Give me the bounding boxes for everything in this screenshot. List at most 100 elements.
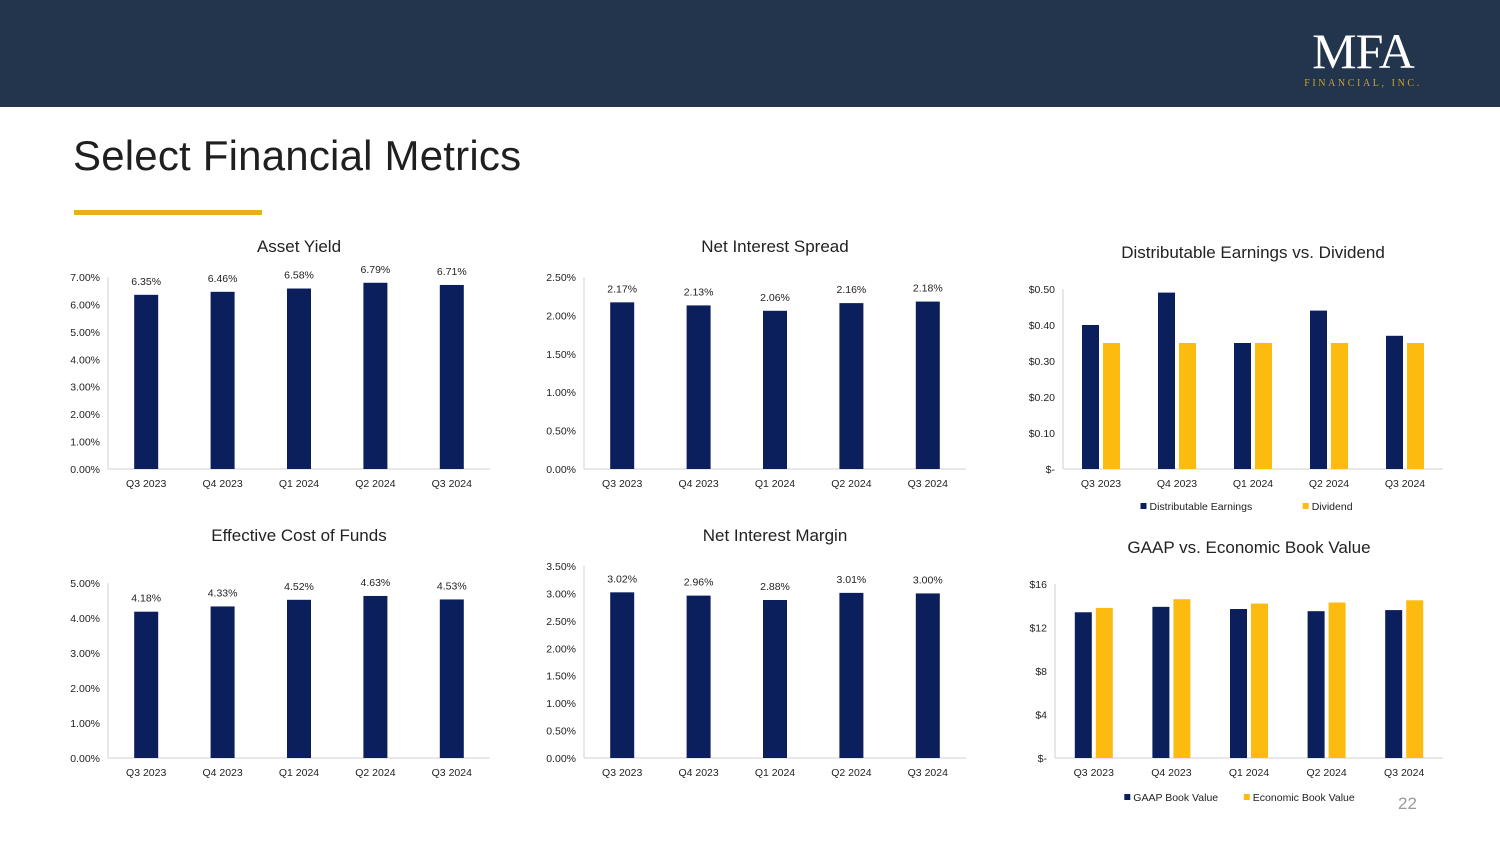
y-tick-label: $0.20 — [1029, 392, 1055, 404]
bar-primary — [1234, 343, 1251, 469]
data-label: 6.79% — [361, 264, 391, 276]
data-label: 2.06% — [760, 292, 790, 304]
y-tick-label: 1.00% — [546, 698, 576, 710]
y-tick-label: 1.50% — [546, 349, 576, 361]
x-tick-label: Q3 2023 — [126, 478, 166, 490]
x-tick-label: Q3 2024 — [1385, 478, 1425, 490]
bar-primary — [1082, 325, 1099, 469]
data-label: 6.35% — [131, 276, 161, 288]
y-tick-label: $0.30 — [1029, 356, 1055, 368]
company-logo: MFA FINANCIAL, INC. — [1298, 26, 1428, 89]
y-tick-label: 0.00% — [546, 753, 576, 765]
data-label: 6.46% — [208, 273, 238, 285]
y-tick-label: 7.00% — [70, 272, 100, 284]
y-tick-label: $0.50 — [1029, 284, 1055, 296]
y-tick-label: 2.00% — [70, 409, 100, 421]
bar-secondary — [1331, 343, 1348, 469]
data-label: 6.58% — [284, 270, 314, 282]
y-tick-label: 1.00% — [70, 718, 100, 730]
bar — [610, 592, 635, 758]
x-tick-label: Q4 2023 — [202, 478, 242, 490]
bar — [915, 593, 940, 758]
y-tick-label: 2.00% — [546, 310, 576, 322]
chart-title: Effective Cost of Funds — [211, 526, 386, 545]
chart-title: Net Interest Margin — [703, 526, 848, 545]
y-tick-label: 0.00% — [546, 464, 576, 476]
y-tick-label: 4.00% — [70, 354, 100, 366]
x-tick-label: Q2 2024 — [831, 767, 871, 779]
bar-secondary — [1173, 599, 1191, 758]
y-tick-label: 1.50% — [546, 671, 576, 683]
y-tick-label: 0.00% — [70, 464, 100, 476]
bar — [439, 599, 464, 758]
bar-secondary — [1406, 600, 1424, 758]
data-label: 4.52% — [284, 581, 314, 593]
y-tick-label: $- — [1038, 753, 1048, 765]
x-tick-label: Q3 2023 — [126, 767, 166, 779]
y-tick-label: 3.00% — [70, 648, 100, 660]
x-tick-label: Q3 2024 — [432, 478, 472, 490]
data-label: 3.01% — [837, 574, 867, 586]
x-tick-label: Q3 2024 — [908, 767, 948, 779]
legend-label: Distributable Earnings — [1150, 501, 1253, 513]
legend-swatch — [1243, 794, 1250, 800]
bar-secondary — [1179, 343, 1196, 469]
bar — [763, 310, 787, 469]
y-tick-label: $0.40 — [1029, 320, 1055, 332]
bar-primary — [1152, 606, 1170, 758]
y-tick-label: 0.50% — [546, 726, 576, 738]
logo-wordmark: MFA — [1312, 23, 1415, 79]
bar — [287, 288, 311, 469]
legend-label: Economic Book Value — [1253, 792, 1355, 804]
legend-label: Dividend — [1312, 501, 1353, 513]
y-tick-label: 0.00% — [70, 753, 100, 765]
y-tick-label: 4.00% — [70, 613, 100, 625]
title-underline — [74, 210, 262, 215]
bar — [763, 600, 787, 758]
x-tick-label: Q3 2024 — [432, 767, 472, 779]
bar — [686, 305, 711, 469]
bar-primary — [1074, 612, 1092, 758]
data-label: 6.71% — [437, 266, 467, 278]
x-tick-label: Q4 2023 — [678, 767, 718, 779]
page-title: Select Financial Metrics — [73, 132, 522, 179]
bar-secondary — [1255, 343, 1272, 469]
x-tick-label: Q4 2023 — [678, 478, 718, 490]
logo-subtitle: FINANCIAL, INC. — [1304, 78, 1422, 89]
data-label: 4.18% — [131, 593, 161, 605]
bar — [210, 291, 235, 469]
y-tick-label: 3.00% — [546, 588, 576, 600]
x-tick-label: Q4 2023 — [1151, 767, 1191, 779]
x-tick-label: Q3 2024 — [908, 478, 948, 490]
bar — [610, 302, 635, 469]
y-tick-label: 5.00% — [70, 327, 100, 339]
y-tick-label: 1.00% — [546, 387, 576, 399]
x-tick-label: Q2 2024 — [1309, 478, 1349, 490]
legend-swatch — [1140, 503, 1147, 509]
data-label: 2.18% — [913, 283, 943, 295]
bar — [686, 595, 711, 758]
bar-primary — [1158, 292, 1175, 469]
y-tick-label: $16 — [1029, 579, 1047, 591]
bar-primary — [1386, 335, 1403, 469]
bar-primary — [1310, 310, 1327, 469]
bar — [839, 303, 864, 469]
x-tick-label: Q1 2024 — [279, 767, 319, 779]
y-tick-label: 2.00% — [70, 683, 100, 695]
x-tick-label: Q3 2023 — [1081, 478, 1121, 490]
bar — [439, 284, 464, 469]
bar-primary — [1307, 611, 1325, 758]
x-tick-label: Q3 2023 — [602, 767, 642, 779]
data-label: 3.02% — [607, 573, 637, 585]
chart-title: GAAP vs. Economic Book Value — [1127, 538, 1370, 557]
x-tick-label: Q2 2024 — [1306, 767, 1346, 779]
x-tick-label: Q2 2024 — [831, 478, 871, 490]
data-label: 2.96% — [684, 577, 714, 589]
data-label: 2.88% — [760, 581, 790, 593]
chart-title: Net Interest Spread — [701, 237, 848, 256]
